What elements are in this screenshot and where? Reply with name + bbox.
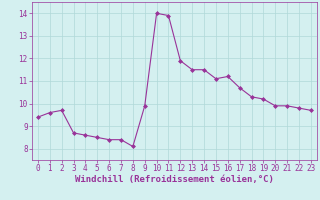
X-axis label: Windchill (Refroidissement éolien,°C): Windchill (Refroidissement éolien,°C) — [75, 175, 274, 184]
